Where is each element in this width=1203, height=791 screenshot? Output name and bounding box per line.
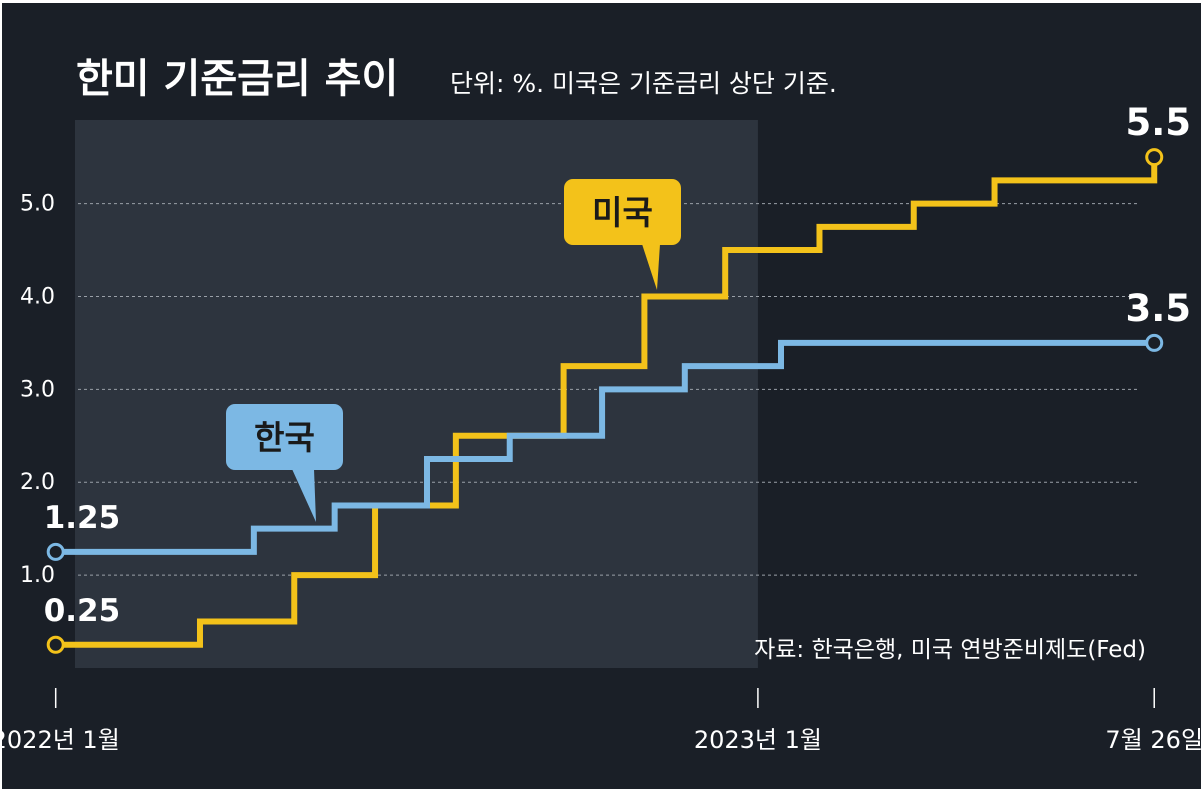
x-tick-label: 7월 26일 bbox=[1105, 726, 1203, 754]
callout-pointer bbox=[292, 469, 316, 522]
y-tick-label: 1.0 bbox=[20, 563, 55, 588]
y-axis-ticks: 1.0 2.0 3.0 4.0 5.0 bbox=[20, 192, 55, 589]
y-tick-label: 2.0 bbox=[20, 470, 55, 495]
start-marker bbox=[46, 542, 65, 561]
y-tick-label: 4.0 bbox=[20, 284, 55, 309]
endpoint-markers bbox=[46, 148, 1164, 654]
callout-box bbox=[564, 179, 681, 245]
x-tick-label: 2022년 1월 bbox=[0, 726, 120, 754]
series-line bbox=[55, 339, 1155, 555]
y-tick-label: 3.0 bbox=[20, 377, 55, 402]
callout-pointer bbox=[642, 244, 660, 290]
x-axis: 2022년 1월 2023년 1월 7월 26일 bbox=[0, 688, 1203, 754]
end-value-label: 3.5 bbox=[1125, 287, 1191, 330]
end-marker bbox=[1145, 148, 1164, 167]
series-lines bbox=[55, 157, 1158, 648]
series-line bbox=[55, 157, 1158, 648]
series-name-label: 한국 bbox=[254, 418, 315, 457]
data-labels: 0.25 5.5 1.25 3.5 bbox=[44, 101, 1191, 629]
source-note: 자료: 한국은행, 미국 연방준비제도(Fed) bbox=[754, 637, 1146, 663]
start-value-label: 1.25 bbox=[44, 500, 121, 536]
chart-subtitle: 단위: %. 미국은 기준금리 상단 기준. bbox=[450, 69, 837, 98]
chart-title: 한미 기준금리 추이 bbox=[76, 56, 398, 102]
end-value-label: 5.5 bbox=[1125, 101, 1191, 144]
end-marker bbox=[1145, 333, 1164, 352]
start-marker bbox=[46, 635, 65, 654]
start-value-label: 0.25 bbox=[44, 593, 121, 629]
callout-box bbox=[226, 404, 343, 470]
x-tick-label: 2023년 1월 bbox=[694, 726, 822, 754]
series-name-label: 미국 bbox=[592, 193, 653, 232]
y-tick-label: 5.0 bbox=[20, 192, 55, 217]
